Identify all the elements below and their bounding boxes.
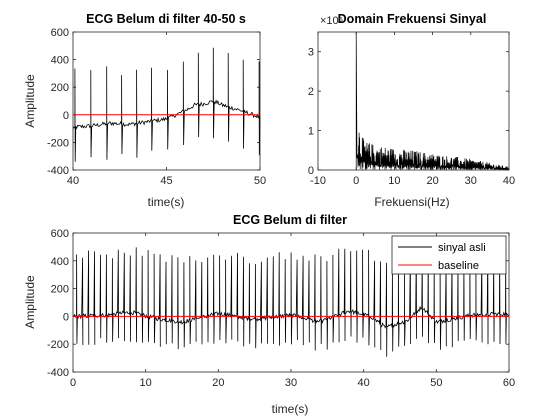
series-ecg-signal (73, 48, 260, 162)
x-tick-label: 0 (353, 175, 359, 187)
y-tick-label: -200 (47, 339, 69, 351)
y-tick-label: 200 (51, 82, 69, 94)
x-tick-label: 50 (430, 377, 442, 389)
x-tick-label: 60 (503, 377, 515, 389)
panel-ecg-40-50: ECG Belum di filter 40-50 s Amplitude ti… (23, 12, 266, 209)
y-tick-label: 400 (51, 55, 69, 67)
y-tick-label: 600 (51, 27, 69, 39)
y-tick-label: 0 (63, 110, 69, 122)
series-spectrum (356, 32, 509, 170)
y-tick-label: 2 (308, 86, 314, 98)
panel1-plot-area (73, 48, 260, 162)
y-tick-label: 0 (63, 311, 69, 323)
x-tick-label: 20 (426, 175, 438, 187)
panel2-axes-box (318, 32, 509, 170)
panel2-exponent: ×10⁵ (320, 15, 343, 27)
panel-ecg-full: ECG Belum di filter Amplitude time(s) 0 1… (23, 213, 515, 416)
y-tick-label: 200 (51, 284, 69, 296)
panel1-xlabel: time(s) (148, 195, 185, 209)
x-tick-label: 45 (160, 175, 172, 187)
x-tick-label: 20 (212, 377, 224, 389)
x-tick-label: 10 (388, 175, 400, 187)
y-tick-label: -200 (47, 137, 69, 149)
x-tick-label: 0 (70, 377, 76, 389)
y-tick-label: 600 (51, 228, 69, 240)
x-tick-label: 10 (140, 377, 152, 389)
x-tick-label: 50 (254, 175, 266, 187)
panel3-xlabel: time(s) (272, 402, 309, 416)
legend-label-sinyal-asli: sinyal asli (438, 242, 486, 254)
y-tick-label: -400 (47, 367, 69, 379)
x-tick-label: 30 (285, 377, 297, 389)
x-tick-label: 30 (465, 175, 477, 187)
y-tick-label: -400 (47, 165, 69, 177)
panel1-ylabel: Amplitude (23, 74, 37, 128)
x-tick-label: 40 (358, 377, 370, 389)
panel-frequency-domain: Domain Frekuensi Sinyal ×10⁵ Frekuensi(H… (308, 12, 515, 209)
y-tick-label: 400 (51, 256, 69, 268)
legend: sinyal asli baseline (392, 236, 506, 274)
y-tick-label: 0 (308, 165, 314, 177)
panel1-axes-box (73, 32, 260, 170)
legend-label-baseline: baseline (438, 260, 479, 272)
panel3-ylabel: Amplitude (23, 275, 37, 329)
x-tick-label: 40 (503, 175, 515, 187)
y-tick-label: 3 (308, 47, 314, 59)
y-tick-label: 1 (308, 126, 314, 138)
panel3-title: ECG Belum di filter (233, 213, 347, 227)
panel2-plot-area (356, 32, 509, 170)
panel2-xlabel: Frekuensi(Hz) (374, 195, 449, 209)
panel2-title: Domain Frekuensi Sinyal (338, 12, 487, 26)
panel1-title: ECG Belum di filter 40-50 s (86, 12, 246, 26)
